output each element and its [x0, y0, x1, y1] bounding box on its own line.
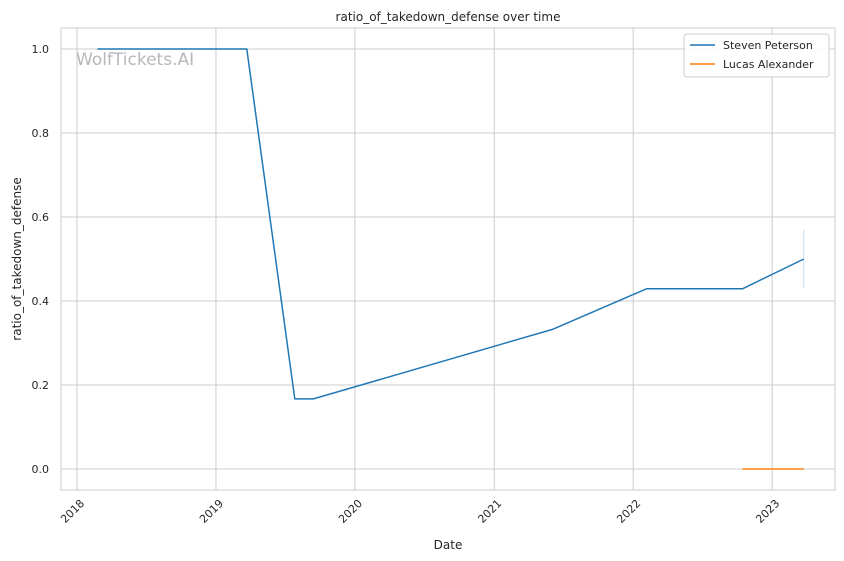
series-layer [97, 48, 805, 470]
legend-box [683, 33, 830, 78]
watermark: WolfTickets.AI [76, 50, 194, 70]
y-tick-label: 1.0 [32, 43, 50, 56]
legend-label-steven-peterson: Steven Peterson [723, 39, 813, 52]
y-tick-label: 0.2 [32, 379, 50, 392]
y-tick-label: 0.8 [32, 127, 50, 140]
y-tick-label: 0.4 [32, 295, 50, 308]
y-axis-title: ratio_of_takedown_defense [10, 177, 24, 340]
legend-label-lucas-alexander: Lucas Alexander [723, 58, 814, 71]
chart-title: ratio_of_takedown_defense over time [336, 10, 561, 24]
series-line-steven-peterson [97, 48, 805, 400]
y-tick-labels: 0.0 0.2 0.4 0.6 0.8 1.0 [32, 43, 50, 476]
y-tick-label: 0.0 [32, 463, 50, 476]
plot-frame [60, 27, 836, 491]
y-tick-label: 0.6 [32, 211, 50, 224]
x-axis-title: Date [434, 538, 463, 552]
legend: Steven Peterson Lucas Alexander [683, 33, 830, 78]
